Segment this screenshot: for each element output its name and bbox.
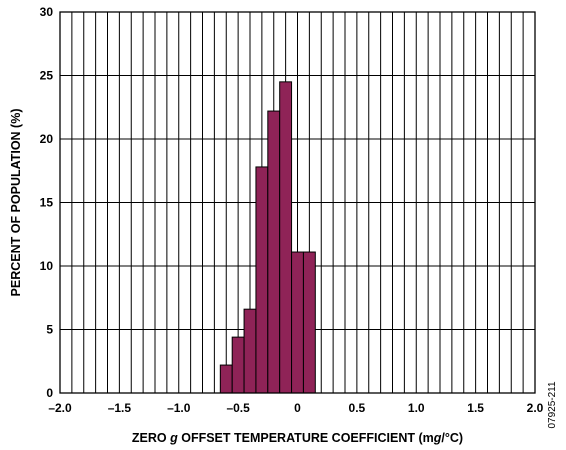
y-tick-label: 25 xyxy=(40,69,54,83)
x-tick-label: –1.0 xyxy=(167,401,191,415)
histogram-bar xyxy=(243,308,257,394)
x-tick-label: –2.0 xyxy=(48,401,72,415)
figure-id: 07925-211 xyxy=(547,381,558,429)
y-tick-labels: 0 5 10 15 20 25 30 xyxy=(40,5,54,400)
histogram-bar xyxy=(291,251,304,394)
y-axis-label: PERCENT OF POPULATION (%) xyxy=(9,109,23,297)
plot-frame xyxy=(59,11,536,394)
histogram-bar xyxy=(219,364,233,394)
y-tick-label: 15 xyxy=(40,196,54,210)
x-tick-label: 1.0 xyxy=(408,401,425,415)
y-tick-label: 10 xyxy=(40,259,54,273)
x-tick-label: 0.5 xyxy=(349,401,366,415)
histogram-bar xyxy=(267,110,281,394)
y-tick-label: 5 xyxy=(46,323,53,337)
y-tick-label: 20 xyxy=(40,132,54,146)
x-tick-label: –1.5 xyxy=(108,401,132,415)
histogram-bar xyxy=(302,251,316,394)
histogram-bar xyxy=(231,336,245,394)
histogram-bar xyxy=(279,81,293,394)
histogram-bars xyxy=(219,81,316,394)
y-tick-label: 0 xyxy=(46,386,53,400)
x-tick-labels: –2.0 –1.5 –1.0 –0.5 0 0.5 1.0 1.5 2.0 xyxy=(48,401,543,415)
x-tick-label: 1.5 xyxy=(467,401,484,415)
x-tick-label: –0.5 xyxy=(226,401,250,415)
x-tick-label: 0 xyxy=(294,401,301,415)
x-tick-label: 2.0 xyxy=(527,401,544,415)
x-axis-label: ZERO g OFFSET TEMPERATURE COEFFICIENT (m… xyxy=(132,431,463,445)
histogram-bar xyxy=(255,166,269,394)
y-tick-label: 30 xyxy=(40,5,54,19)
grid-lines xyxy=(60,12,535,393)
